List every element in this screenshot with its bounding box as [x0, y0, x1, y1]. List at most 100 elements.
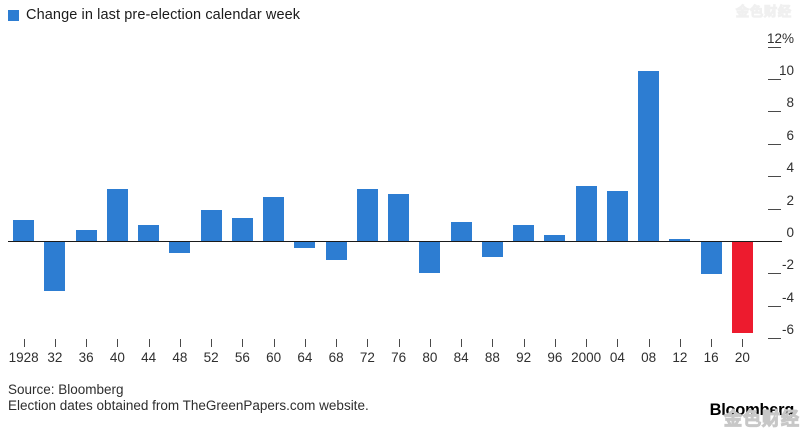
- x-axis-tick: [54, 339, 56, 347]
- x-axis-tick: [23, 339, 25, 347]
- x-axis-label-16: 16: [703, 350, 719, 365]
- x-axis-label-76: 76: [391, 350, 407, 365]
- y-axis-tick: [768, 111, 781, 113]
- bar-92: [513, 224, 535, 241]
- x-axis-label-52: 52: [203, 350, 219, 365]
- y-axis-tick: [768, 208, 781, 210]
- x-axis-label-56: 56: [234, 350, 250, 365]
- x-axis-label-20: 20: [734, 350, 750, 365]
- legend-label: Change in last pre-election calendar wee…: [26, 7, 301, 23]
- x-axis-tick: [179, 339, 181, 347]
- bar-12: [669, 238, 691, 241]
- x-axis-tick: [273, 339, 275, 347]
- bar-60: [263, 197, 285, 241]
- y-axis-tick: [768, 305, 781, 307]
- y-axis-tick: [768, 143, 781, 145]
- x-axis-tick: [742, 339, 744, 347]
- x-axis-tick: [117, 339, 119, 347]
- bar-32: [44, 242, 66, 291]
- x-axis-label-84: 84: [453, 350, 469, 365]
- x-axis-label-40: 40: [109, 350, 125, 365]
- bar-72: [356, 189, 378, 241]
- y-axis-label--2: -2: [781, 257, 794, 273]
- x-axis-tick: [242, 339, 244, 347]
- x-axis-label-32: 32: [47, 350, 63, 365]
- bar-2000: [575, 185, 597, 241]
- y-axis-label-10: 10: [778, 63, 794, 78]
- x-axis-label-68: 68: [328, 350, 344, 365]
- x-axis-tick: [492, 339, 494, 347]
- x-axis-tick: [367, 339, 369, 347]
- legend-swatch-icon: [8, 9, 19, 21]
- x-axis-tick: [586, 339, 588, 347]
- y-axis-tick: [768, 273, 781, 275]
- source-note-line: Election dates obtained from TheGreenPap…: [8, 398, 369, 413]
- legend: Change in last pre-election calendar wee…: [8, 7, 300, 23]
- y-axis-tick: [768, 338, 781, 340]
- x-axis-tick: [523, 339, 525, 347]
- zero-axis-line: [8, 241, 782, 242]
- x-axis-label-48: 48: [172, 350, 188, 365]
- x-axis-tick: [148, 339, 150, 347]
- x-axis-tick: [336, 339, 338, 347]
- x-axis-label-08: 08: [641, 350, 657, 365]
- x-axis-tick: [461, 339, 463, 347]
- x-axis-label-88: 88: [484, 350, 500, 365]
- y-axis-label--6: -6: [781, 322, 794, 338]
- y-axis-tick: [768, 46, 781, 48]
- x-axis-tick: [711, 339, 713, 347]
- x-axis-label-64: 64: [297, 350, 313, 365]
- bar-80: [419, 242, 441, 273]
- source-line: Source: Bloomberg: [8, 382, 124, 397]
- bar-76: [388, 194, 410, 241]
- site-watermark-top: 金色财经: [735, 4, 792, 20]
- y-axis-label--4: -4: [781, 289, 794, 305]
- bar-20: [731, 242, 753, 333]
- y-axis-label-12: 12%: [766, 30, 794, 46]
- x-axis-tick: [86, 339, 88, 347]
- y-axis-tick: [768, 79, 781, 80]
- bar-04: [606, 190, 628, 241]
- x-axis-label-96: 96: [547, 350, 563, 365]
- bar-84: [450, 221, 472, 241]
- x-axis-label-2000: 2000: [571, 350, 602, 365]
- x-axis-tick: [398, 339, 400, 347]
- bar-48: [169, 242, 191, 254]
- bar-08: [638, 70, 660, 241]
- x-axis-label-36: 36: [78, 350, 94, 365]
- y-axis-label-6: 6: [786, 127, 794, 143]
- x-axis-label-12: 12: [672, 350, 688, 365]
- x-axis-tick: [554, 339, 556, 347]
- bar-1928: [13, 219, 35, 241]
- x-axis-label-80: 80: [422, 350, 438, 365]
- bar-68: [325, 242, 347, 260]
- bar-88: [481, 242, 503, 257]
- bar-96: [544, 234, 566, 241]
- x-axis-label-92: 92: [516, 350, 532, 365]
- bar-16: [700, 242, 722, 275]
- y-axis-label-8: 8: [786, 95, 794, 111]
- y-axis-tick: [768, 176, 781, 178]
- y-axis-label-0: 0: [786, 225, 794, 240]
- bar-52: [200, 210, 222, 241]
- bar-36: [75, 229, 97, 241]
- x-axis-tick: [304, 339, 306, 347]
- bloomberg-logo: Bloomberg: [709, 401, 795, 419]
- x-axis-label-72: 72: [359, 350, 375, 365]
- x-axis-label-04: 04: [609, 350, 625, 365]
- x-axis-tick: [211, 339, 213, 347]
- bar-44: [138, 224, 160, 241]
- y-axis-label-4: 4: [786, 160, 794, 176]
- bar-56: [231, 218, 253, 241]
- bar-40: [106, 189, 128, 241]
- y-axis-label-2: 2: [786, 192, 794, 208]
- x-axis-tick: [429, 339, 431, 347]
- x-axis-tick: [648, 339, 650, 347]
- x-axis-label-60: 60: [266, 350, 282, 365]
- x-axis-tick: [679, 339, 681, 347]
- x-axis-label-1928: 1928: [8, 350, 39, 365]
- x-axis-tick: [617, 339, 619, 347]
- x-axis-label-44: 44: [141, 350, 157, 365]
- bar-64: [294, 242, 316, 249]
